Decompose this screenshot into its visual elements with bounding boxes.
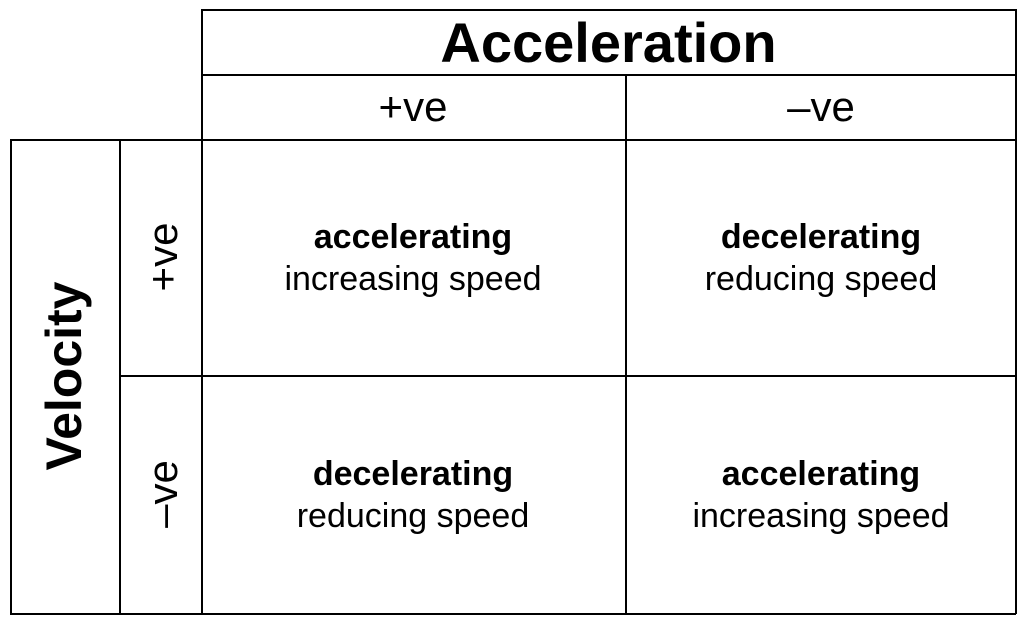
velocity-divider	[119, 139, 121, 614]
velocity-positive-label: +ve	[139, 222, 186, 292]
cell-positive-velocity-positive-acceleration: accelerating increasing speed	[201, 140, 625, 375]
column-divider	[625, 74, 627, 614]
cell-state: accelerating	[313, 217, 513, 256]
cell-state: decelerating	[720, 217, 922, 256]
right-border	[1015, 9, 1017, 614]
cell-positive-velocity-negative-acceleration: decelerating reducing speed	[626, 140, 1016, 375]
cell-description: increasing speed	[692, 496, 950, 535]
body-top-border	[10, 139, 1016, 141]
row-divider	[119, 375, 1016, 377]
velocity-title: Velocity	[36, 281, 92, 471]
cell-negative-velocity-negative-acceleration: accelerating increasing speed	[626, 376, 1016, 613]
cell-description: reducing speed	[296, 496, 530, 535]
left-border	[10, 139, 12, 614]
velocity-negative-label: –ve	[139, 460, 186, 528]
cell-state: decelerating	[312, 454, 514, 493]
bottom-border	[10, 613, 1016, 615]
cell-description: reducing speed	[704, 259, 938, 298]
top-border	[201, 9, 1016, 11]
acceleration-title: Acceleration	[440, 10, 777, 74]
cell-negative-velocity-positive-acceleration: decelerating reducing speed	[201, 376, 625, 613]
header-divider	[201, 74, 1016, 76]
acceleration-positive-label: +ve	[378, 83, 448, 130]
acceleration-negative-label: –ve	[787, 83, 855, 130]
cell-state: accelerating	[721, 454, 921, 493]
acceleration-left-border	[201, 9, 203, 614]
cell-description: increasing speed	[284, 259, 542, 298]
